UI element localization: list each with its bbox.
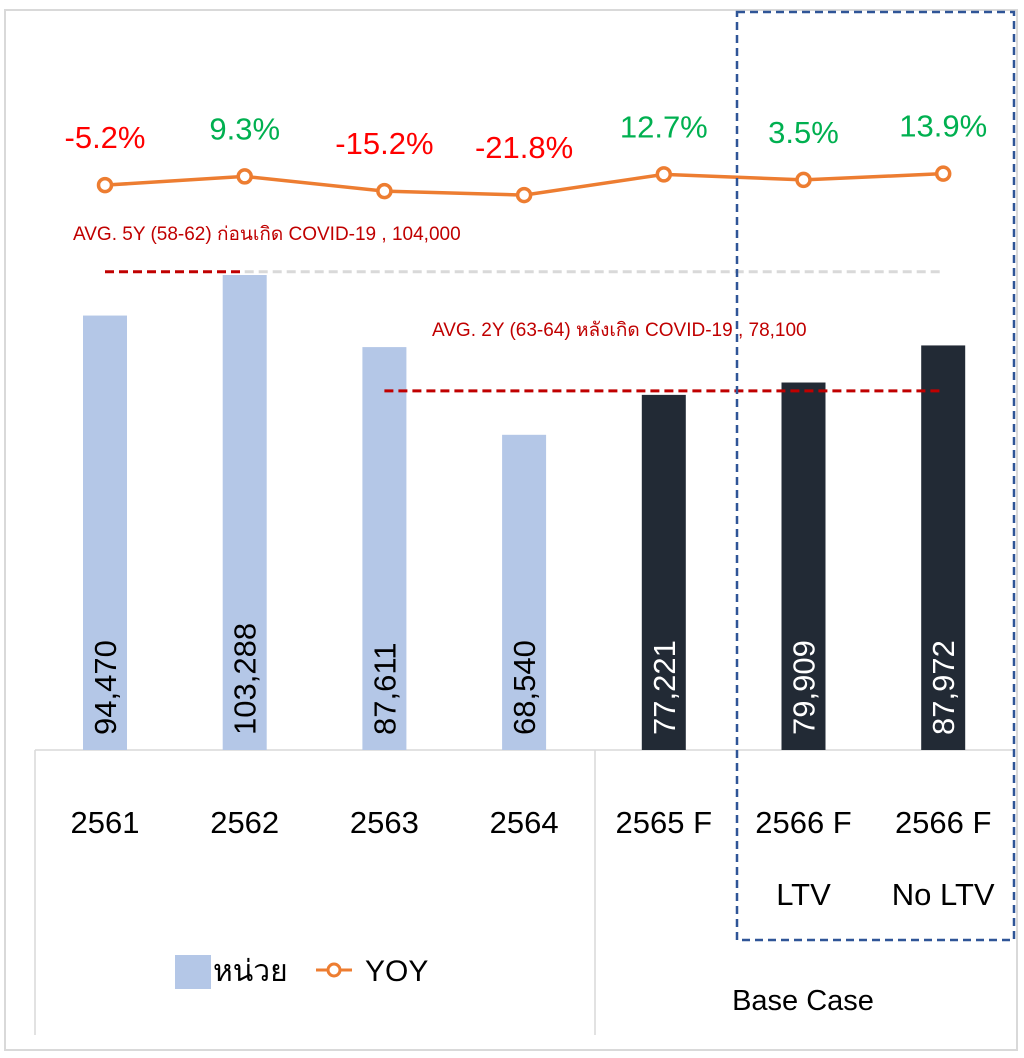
category-label: 2566 F xyxy=(755,805,852,840)
yoy-marker xyxy=(96,176,114,194)
category-label: 2566 F xyxy=(895,805,992,840)
yoy-value-label: 9.3% xyxy=(209,111,280,146)
category-label: 2565 F xyxy=(616,805,713,840)
category-label: 2562 xyxy=(210,805,279,840)
yoy-value-label: 12.7% xyxy=(620,109,708,144)
bar-value-label: 87,611 xyxy=(367,642,402,735)
bar-value-label: 77,221 xyxy=(647,640,682,735)
bar-value-label: 68,540 xyxy=(507,640,542,735)
yoy-marker xyxy=(655,166,673,183)
category-label: 2561 xyxy=(71,805,140,840)
yoy-value-label: -21.8% xyxy=(475,130,573,165)
category-label: 2563 xyxy=(350,805,419,840)
bar xyxy=(921,345,966,750)
legend-line-marker xyxy=(326,962,342,978)
category-sublabel: LTV xyxy=(776,877,831,912)
bar xyxy=(641,394,686,750)
group-label: Base Case xyxy=(732,985,874,1017)
yoy-value-label: 13.9% xyxy=(899,109,987,144)
legend: หน่วย YOY xyxy=(175,955,428,989)
bar-value-label: 87,972 xyxy=(926,640,961,735)
yoy-marker xyxy=(934,165,952,182)
legend-bar-label: หน่วย xyxy=(213,955,288,988)
yoy-marker xyxy=(376,182,393,200)
yoy-marker xyxy=(515,186,533,204)
yoy-marker xyxy=(795,171,812,189)
bar-value-label: 94,470 xyxy=(88,640,123,735)
yoy-marker xyxy=(236,168,253,185)
yoy-value-label: -15.2% xyxy=(335,126,433,161)
legend-line-label: YOY xyxy=(365,955,428,988)
bar xyxy=(222,275,267,750)
reference-label-2y: AVG. 2Y (63-64) หลังเกิด COVID-19 , 78,1… xyxy=(432,320,807,341)
category-sublabel: No LTV xyxy=(892,877,995,912)
category-label: 2564 xyxy=(490,805,559,840)
legend-bar-swatch xyxy=(175,955,211,989)
bar-value-label: 103,288 xyxy=(228,623,263,735)
bar xyxy=(502,434,547,750)
bar xyxy=(781,382,826,750)
bar-value-label: 79,909 xyxy=(787,640,822,735)
highlight-box xyxy=(735,10,1016,942)
reference-label-5y: AVG. 5Y (58-62) ก่อนเกิด COVID-19 , 104,… xyxy=(73,224,461,245)
yoy-value-label: 3.5% xyxy=(768,115,839,150)
bar xyxy=(362,347,407,750)
bar xyxy=(83,315,127,750)
yoy-value-label: -5.2% xyxy=(65,120,146,155)
